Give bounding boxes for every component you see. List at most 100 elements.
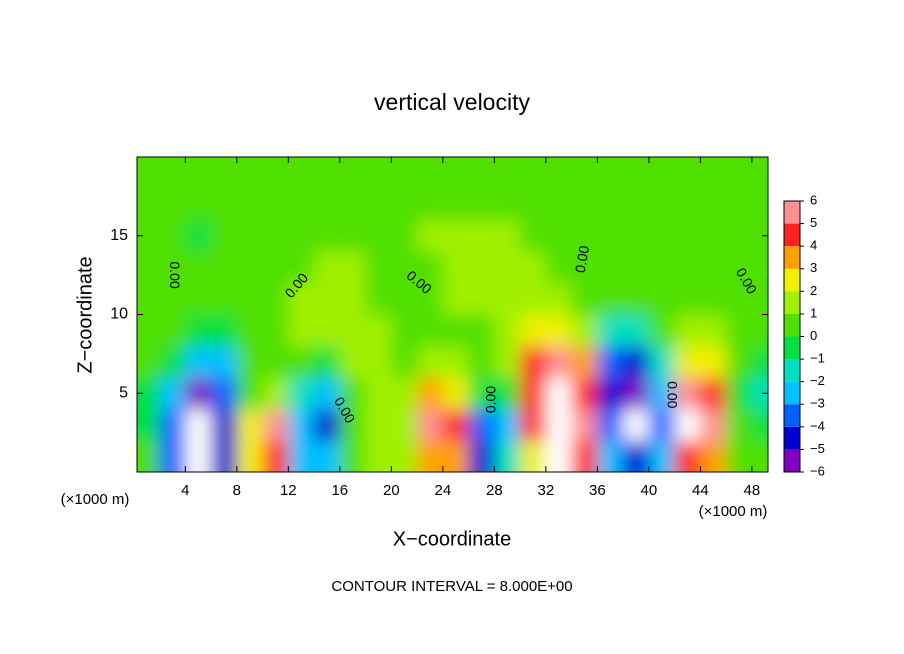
field-cell [442,377,470,410]
field-cell [623,377,650,410]
field-cell [262,188,289,221]
field-cell [236,188,264,221]
field-cell [700,188,727,221]
field-cell [288,409,315,441]
field-cell [726,220,753,252]
field-cell [339,188,367,221]
field-cell [262,157,289,189]
field-cell [494,346,521,378]
contour-label: 0.00 [482,386,498,413]
field-cell [417,251,444,284]
field-cell [520,314,547,347]
field-cell [674,314,701,347]
field-cell [623,188,650,221]
field-cell [137,188,161,221]
field-cell [648,157,676,189]
field-cell [623,157,650,189]
field-cell [571,346,598,378]
field-cell [442,314,470,347]
field-cell [520,188,547,221]
field-cell [137,440,161,472]
field-cell [417,157,444,189]
field-cell [700,440,727,472]
field-cell [314,377,341,410]
field-cell [314,346,341,378]
field-cell [185,188,212,221]
y-tick-label: 5 [119,384,128,401]
field-cell [648,251,676,284]
field-cell [262,251,289,284]
colorbar-label: 2 [810,283,817,298]
field-cell [700,220,727,252]
y-tick-label: 15 [110,227,128,244]
field-cell [623,409,650,441]
field-cell [262,314,289,347]
field-cell [288,188,315,221]
colorbar-label: 4 [810,238,817,253]
x-tick-label: 32 [538,482,555,499]
field-cell [314,440,341,472]
field-cell [545,188,573,221]
colorbar-label: −5 [810,441,825,456]
field-cell [726,188,753,221]
field-cell [365,220,392,252]
field-cell [211,314,238,347]
field-cell [339,346,367,378]
field-cell [520,220,547,252]
field-cell [494,409,521,441]
x-tick-label: 16 [331,482,348,499]
field-cell [288,220,315,252]
x-tick-label: 28 [486,482,503,499]
field-cell [339,377,367,410]
x-unit-label: (×1000 m) [699,503,768,520]
field-cell [442,188,470,221]
field-cell [623,440,650,472]
field-cell [288,283,315,315]
field-cell [494,251,521,284]
field-cell [159,377,186,410]
colorbar-label: −4 [810,418,825,433]
field-cell [520,346,547,378]
colorbar-segment [784,381,800,405]
field-cell [751,220,768,252]
field-cell [339,283,367,315]
colorbar-segment [784,404,800,427]
field-cell [442,220,470,252]
contour-label: 0.00 [572,244,593,274]
field-cell [137,314,161,347]
field-cell [751,188,768,221]
field-cell [262,346,289,378]
colorbar-segment [784,313,800,337]
colorbar-segment [784,449,800,472]
field-cell [597,440,624,472]
field-cell [571,251,598,284]
field-cell [623,220,650,252]
field-cell [545,377,573,410]
field-cell [391,377,418,410]
field-cell [571,377,598,410]
field-cell [494,377,521,410]
field-cell [468,314,495,347]
field-cell [468,157,495,189]
field-cell [339,220,367,252]
x-tick-label: 12 [280,482,297,499]
field-cell [236,377,264,410]
field-cell [726,314,753,347]
field-cell [751,409,768,441]
field-cell [417,220,444,252]
field-cell [314,283,341,315]
field-cell [185,251,212,284]
field-cell [185,409,212,441]
field-cell [623,283,650,315]
field-cell [648,220,676,252]
field-cell [391,220,418,252]
field-cell [520,440,547,472]
field-cell [288,377,315,410]
field-cell [597,157,624,189]
field-cell [545,220,573,252]
x-tick-label: 8 [233,482,241,499]
field-cell [159,220,186,252]
field-cell [674,409,701,441]
field-cell [520,251,547,284]
field-cell [417,409,444,441]
